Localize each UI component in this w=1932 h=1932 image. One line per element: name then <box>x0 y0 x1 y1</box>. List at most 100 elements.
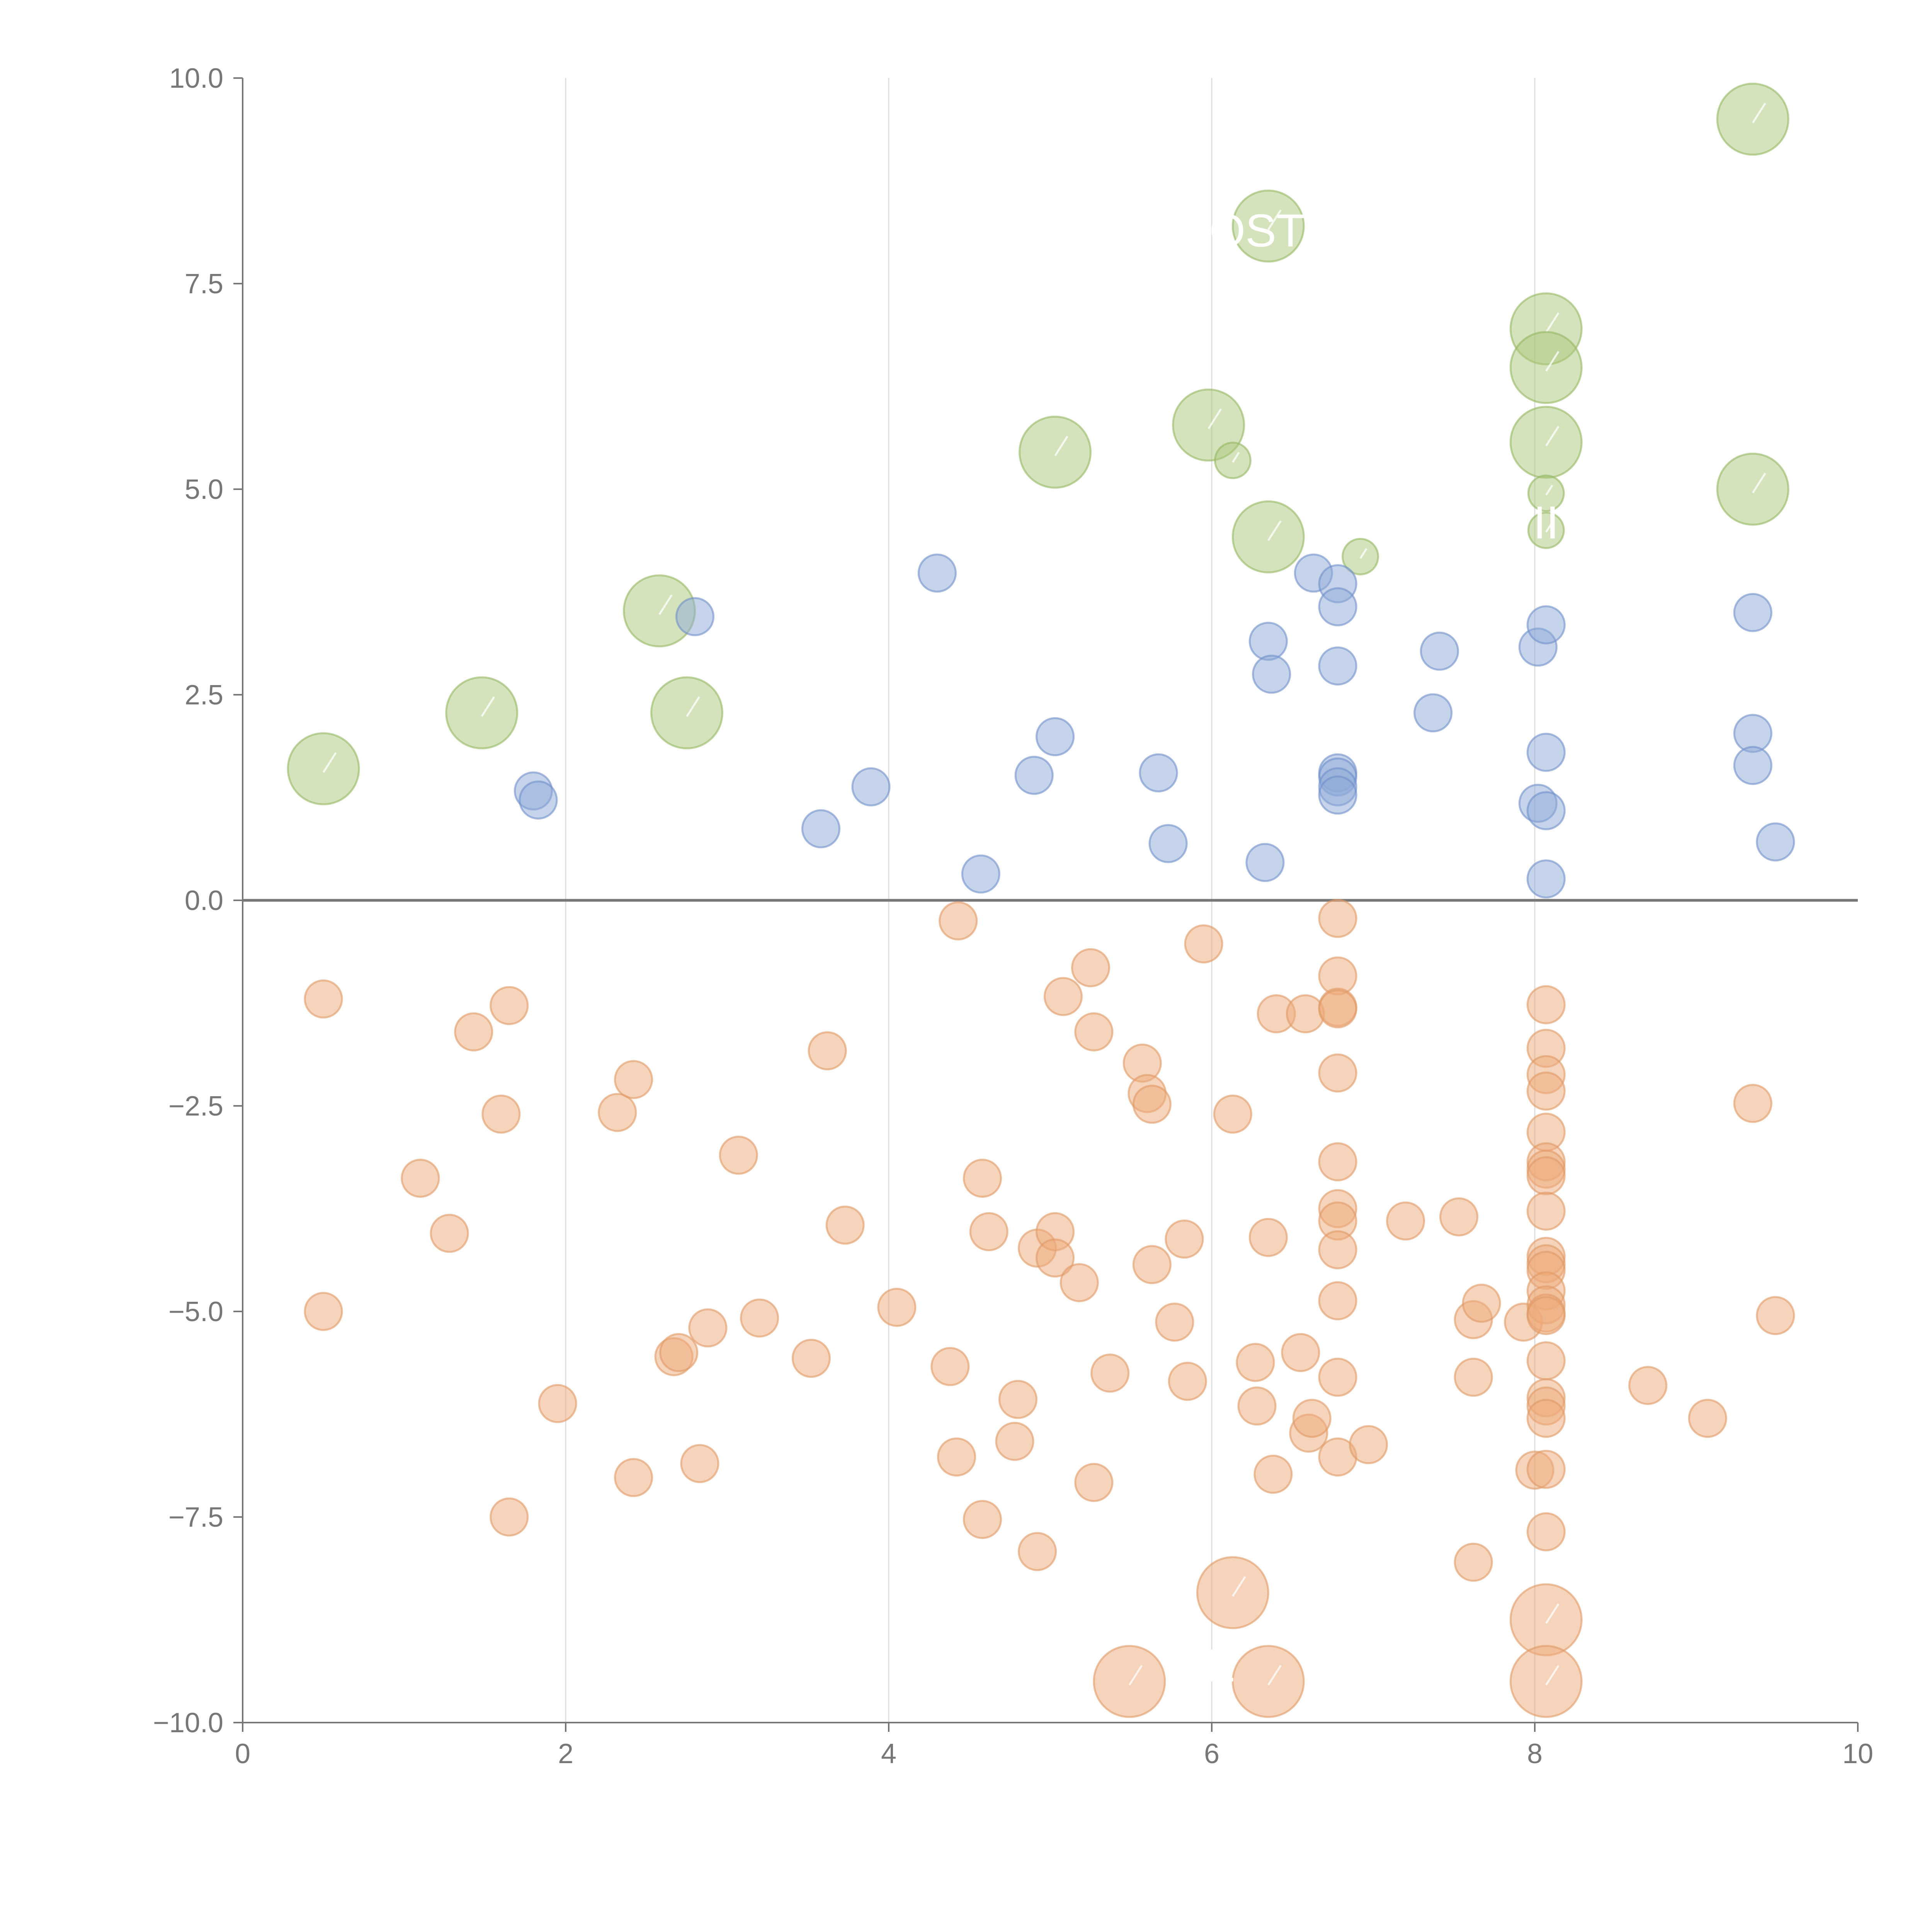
y-tick-label: 0.0 <box>185 885 223 916</box>
x-tick-label: 10 <box>1842 1738 1873 1769</box>
orange-point <box>1318 1142 1357 1182</box>
orange-point <box>1236 1343 1275 1382</box>
blue-point <box>1526 605 1566 645</box>
orange-point <box>1733 1084 1772 1123</box>
orange-point <box>1454 1357 1493 1397</box>
blue-point <box>1413 693 1453 733</box>
blue-point <box>1252 655 1291 694</box>
orange-point <box>1253 1454 1293 1494</box>
point-labels: OST II E <box>1204 205 1559 1691</box>
orange-point <box>1526 985 1566 1024</box>
blue-point <box>1756 822 1795 862</box>
green-large-point <box>1509 406 1583 479</box>
blue-point <box>1420 631 1459 671</box>
orange-large-point <box>1509 1645 1583 1718</box>
label-leader-line <box>1267 1665 1282 1686</box>
orange-point <box>1043 977 1083 1016</box>
orange-point <box>740 1298 779 1338</box>
point-annotation-label: II <box>1533 497 1559 549</box>
orange-point <box>659 1333 699 1372</box>
orange-point <box>614 1458 653 1497</box>
orange-point <box>1756 1296 1795 1335</box>
green-large-point <box>1509 331 1583 404</box>
point-annotation-label: E <box>1204 1640 1235 1692</box>
orange-large-point <box>1231 1645 1305 1718</box>
orange-point <box>1628 1366 1668 1405</box>
orange-point <box>1132 1085 1172 1124</box>
orange-point <box>995 1422 1034 1461</box>
orange-point <box>1318 989 1357 1029</box>
green-large-point <box>1716 452 1789 526</box>
green-large-point <box>1231 189 1305 263</box>
orange-point <box>1526 1512 1566 1551</box>
label-leader-line <box>1752 102 1766 123</box>
y-tick-label: −10.0 <box>153 1708 223 1738</box>
orange-point <box>1526 1296 1566 1335</box>
label-leader-line <box>1267 520 1282 541</box>
orange-point <box>1035 1238 1075 1278</box>
orange-large-point <box>1509 1583 1583 1656</box>
orange-point <box>1526 1450 1566 1489</box>
orange-point <box>304 979 343 1019</box>
orange-point <box>1318 1230 1357 1269</box>
orange-point <box>401 1158 440 1198</box>
orange-point <box>490 986 529 1025</box>
orange-point <box>1165 1219 1204 1259</box>
label-leader-line <box>1545 1665 1560 1686</box>
orange-point <box>1454 1543 1493 1582</box>
orange-point <box>1168 1362 1207 1401</box>
orange-point <box>1318 1053 1357 1093</box>
blue-point <box>1318 587 1357 626</box>
orange-point <box>930 1347 970 1386</box>
orange-point <box>598 1093 637 1132</box>
label-leader-line <box>1545 425 1560 447</box>
label-leader-line <box>1752 473 1766 493</box>
green-large-point <box>1019 415 1092 489</box>
orange-point <box>1292 1399 1332 1438</box>
orange-point <box>1074 1012 1114 1052</box>
blue-point <box>1526 733 1566 772</box>
blue-point <box>801 809 841 849</box>
green-large-point <box>287 732 360 805</box>
label-leader-line <box>1267 209 1282 230</box>
orange-point <box>1184 924 1223 964</box>
blue-point <box>1248 622 1288 661</box>
data-points <box>287 82 1795 1718</box>
orange-point <box>538 1384 577 1423</box>
x-tick-label: 6 <box>1204 1738 1219 1769</box>
blue-point <box>851 767 891 806</box>
label-leader-line <box>1545 351 1560 372</box>
orange-large-point <box>1196 1556 1269 1629</box>
orange-point <box>1286 994 1325 1034</box>
y-tick-label: 5.0 <box>185 474 223 505</box>
blue-point <box>675 597 714 636</box>
green-large-point <box>1172 388 1245 462</box>
label-leader-line <box>1545 312 1560 333</box>
orange-point <box>430 1214 469 1253</box>
blue-point <box>1139 753 1178 793</box>
x-tick-label: 2 <box>558 1738 573 1769</box>
label-leader-line <box>658 594 673 615</box>
orange-point <box>454 1012 493 1052</box>
orange-point <box>1526 1399 1566 1438</box>
y-tick-label: 10.0 <box>169 63 223 94</box>
orange-point <box>481 1094 521 1134</box>
orange-point <box>963 1500 1002 1539</box>
blue-point <box>1014 755 1054 795</box>
orange-point <box>1237 1386 1277 1426</box>
label-leader-line <box>1208 408 1222 429</box>
orange-point <box>1386 1201 1425 1241</box>
x-tick-label: 8 <box>1527 1738 1543 1769</box>
orange-point <box>1526 1341 1566 1381</box>
y-tick-label: −2.5 <box>168 1091 223 1122</box>
orange-point <box>1526 1071 1566 1111</box>
orange-point <box>490 1497 529 1537</box>
orange-point <box>1248 1218 1288 1257</box>
orange-point <box>1060 1263 1099 1303</box>
orange-point <box>1318 1357 1357 1397</box>
axes: 0 2 4 6 8 10 −10.0 −7.5 −5.0 −2.5 0.0 2.5 5.0 7.5 10.0 <box>153 63 1873 1769</box>
orange-point <box>1439 1197 1479 1236</box>
orange-point <box>825 1205 865 1245</box>
orange-point <box>1462 1284 1501 1323</box>
